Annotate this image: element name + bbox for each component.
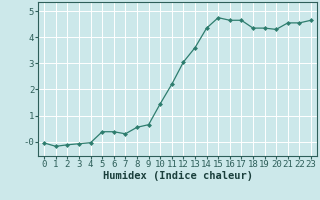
X-axis label: Humidex (Indice chaleur): Humidex (Indice chaleur) [103, 171, 252, 181]
